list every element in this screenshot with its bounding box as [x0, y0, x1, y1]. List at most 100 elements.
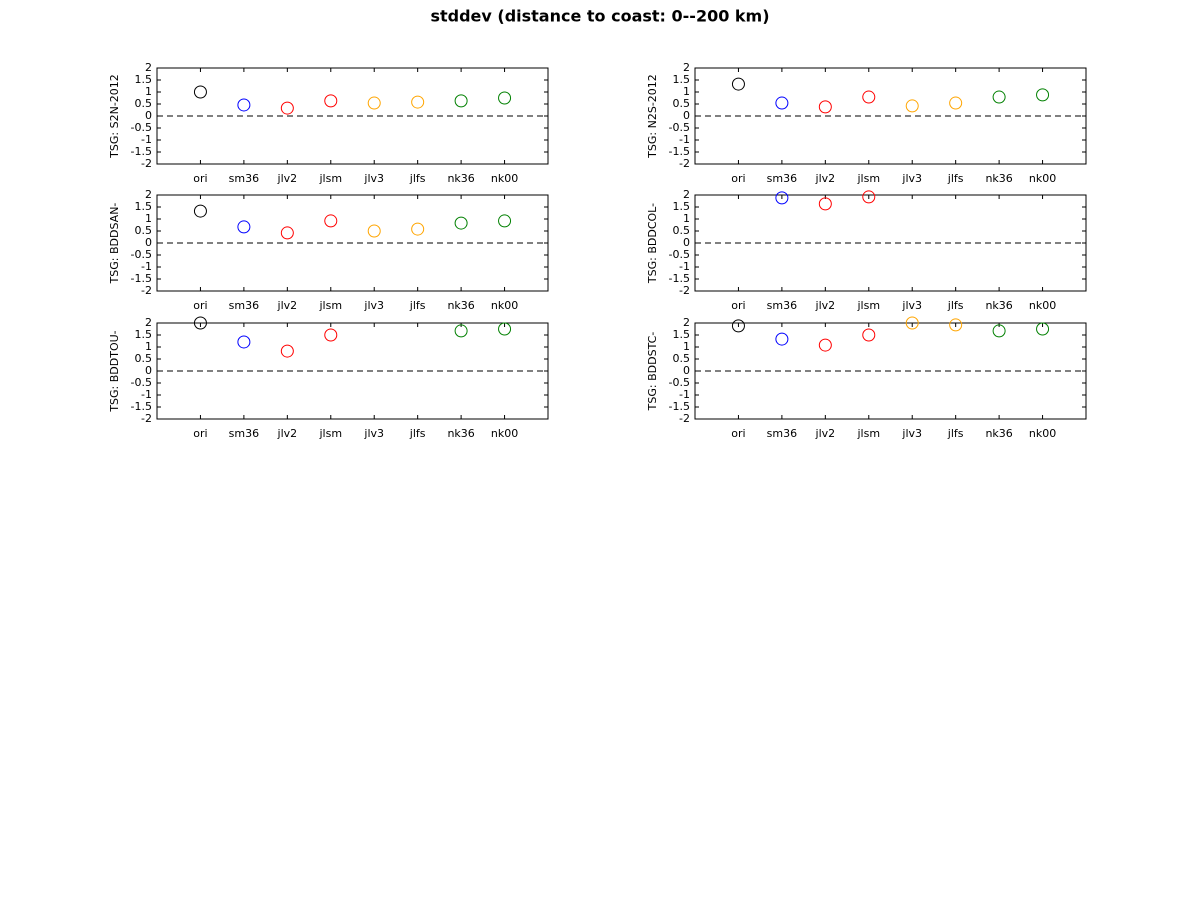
marker — [775, 191, 789, 205]
y-tick-label: 1.5 — [673, 328, 691, 341]
marker — [193, 85, 207, 99]
figure-title: stddev (distance to coast: 0--200 km) — [430, 7, 769, 26]
marker — [280, 101, 294, 115]
y-tick-label: 0 — [145, 236, 152, 249]
x-tick-label: jlv2 — [815, 299, 836, 312]
y-tick-label: -1 — [679, 133, 690, 146]
marker — [324, 94, 338, 108]
y-tick-label: -1.5 — [669, 400, 690, 413]
x-tick-label: nk36 — [985, 172, 1012, 185]
x-tick-label: nk00 — [491, 427, 518, 440]
x-tick-label: nk36 — [447, 172, 474, 185]
y-tick-label: 0 — [145, 109, 152, 122]
x-tick-label: jlsm — [318, 299, 342, 312]
y-tick-label: 0 — [683, 236, 690, 249]
y-tick-label: 0 — [683, 109, 690, 122]
x-tick-label: jlv3 — [363, 427, 384, 440]
x-tick-label: jlv2 — [277, 299, 298, 312]
marker — [992, 90, 1006, 104]
x-tick-label: jlv2 — [815, 172, 836, 185]
x-tick-label: ori — [193, 299, 207, 312]
y-tick-label: 0.5 — [673, 224, 691, 237]
marker — [324, 214, 338, 228]
marker — [862, 328, 876, 342]
y-tick-label: 2 — [145, 316, 152, 329]
x-tick-label: jlv3 — [901, 299, 922, 312]
marker — [818, 197, 832, 211]
y-tick-label: -2 — [679, 284, 690, 297]
x-tick-label: ori — [731, 172, 745, 185]
y-tick-label: -1 — [679, 388, 690, 401]
marker — [775, 96, 789, 110]
x-tick-label: jlsm — [318, 427, 342, 440]
y-tick-label: -1.5 — [669, 145, 690, 158]
y-tick-label: 0.5 — [673, 352, 691, 365]
y-tick-label: 0.5 — [135, 352, 153, 365]
marker — [454, 324, 468, 338]
x-tick-label: sm36 — [229, 299, 259, 312]
y-axis-label: TSG: BDDSTC- — [646, 332, 659, 412]
marker — [862, 190, 876, 204]
marker — [1036, 322, 1050, 336]
y-axis-label: TSG: S2N-2012 — [108, 74, 121, 159]
marker — [411, 95, 425, 109]
y-tick-label: 1 — [145, 85, 152, 98]
y-axis-label: TSG: BDDTOU- — [108, 330, 121, 412]
y-tick-label: 2 — [145, 61, 152, 74]
x-tick-label: jlsm — [318, 172, 342, 185]
x-tick-label: jlfs — [409, 172, 426, 185]
x-tick-label: jlsm — [856, 172, 880, 185]
x-tick-label: jlv2 — [277, 427, 298, 440]
x-tick-label: jlfs — [947, 172, 964, 185]
y-tick-label: -0.5 — [669, 376, 690, 389]
marker — [454, 94, 468, 108]
y-tick-label: -1.5 — [131, 272, 152, 285]
y-tick-label: 0 — [683, 364, 690, 377]
x-tick-label: nk00 — [491, 299, 518, 312]
x-tick-label: sm36 — [767, 172, 797, 185]
y-tick-label: -1 — [141, 260, 152, 273]
marker — [992, 324, 1006, 338]
marker — [237, 335, 251, 349]
x-tick-label: jlv2 — [277, 172, 298, 185]
marker — [454, 216, 468, 230]
marker — [818, 100, 832, 114]
y-tick-label: 2 — [683, 188, 690, 201]
x-tick-label: jlfs — [947, 299, 964, 312]
marker — [818, 338, 832, 352]
marker — [949, 318, 963, 332]
x-tick-label: jlfs — [409, 299, 426, 312]
y-axis-label: TSG: BDDCOL- — [646, 203, 659, 284]
x-tick-label: sm36 — [229, 172, 259, 185]
y-tick-label: 2 — [145, 188, 152, 201]
marker — [280, 344, 294, 358]
x-tick-label: jlfs — [409, 427, 426, 440]
marker — [1036, 88, 1050, 102]
x-tick-label: jlsm — [856, 427, 880, 440]
y-tick-label: 0.5 — [673, 97, 691, 110]
x-tick-label: jlsm — [856, 299, 880, 312]
x-tick-label: nk00 — [1029, 299, 1056, 312]
x-tick-label: ori — [193, 172, 207, 185]
x-tick-label: sm36 — [767, 427, 797, 440]
y-tick-label: -1.5 — [669, 272, 690, 285]
x-tick-label: nk36 — [447, 299, 474, 312]
marker — [237, 98, 251, 112]
y-tick-label: 0.5 — [135, 224, 153, 237]
y-axis-label: TSG: BDDSAN- — [108, 203, 121, 285]
marker — [731, 77, 745, 91]
x-tick-label: nk00 — [1029, 172, 1056, 185]
x-tick-label: jlv3 — [901, 172, 922, 185]
x-tick-label: jlv3 — [363, 172, 384, 185]
marker — [775, 332, 789, 346]
y-tick-label: 1 — [145, 340, 152, 353]
y-tick-label: 1 — [683, 340, 690, 353]
y-tick-label: -0.5 — [669, 121, 690, 134]
y-tick-label: -0.5 — [131, 376, 152, 389]
y-tick-label: 1 — [683, 85, 690, 98]
y-tick-label: 1.5 — [673, 73, 691, 86]
y-axis-label: TSG: N2S-2012 — [646, 74, 659, 159]
marker — [731, 319, 745, 333]
